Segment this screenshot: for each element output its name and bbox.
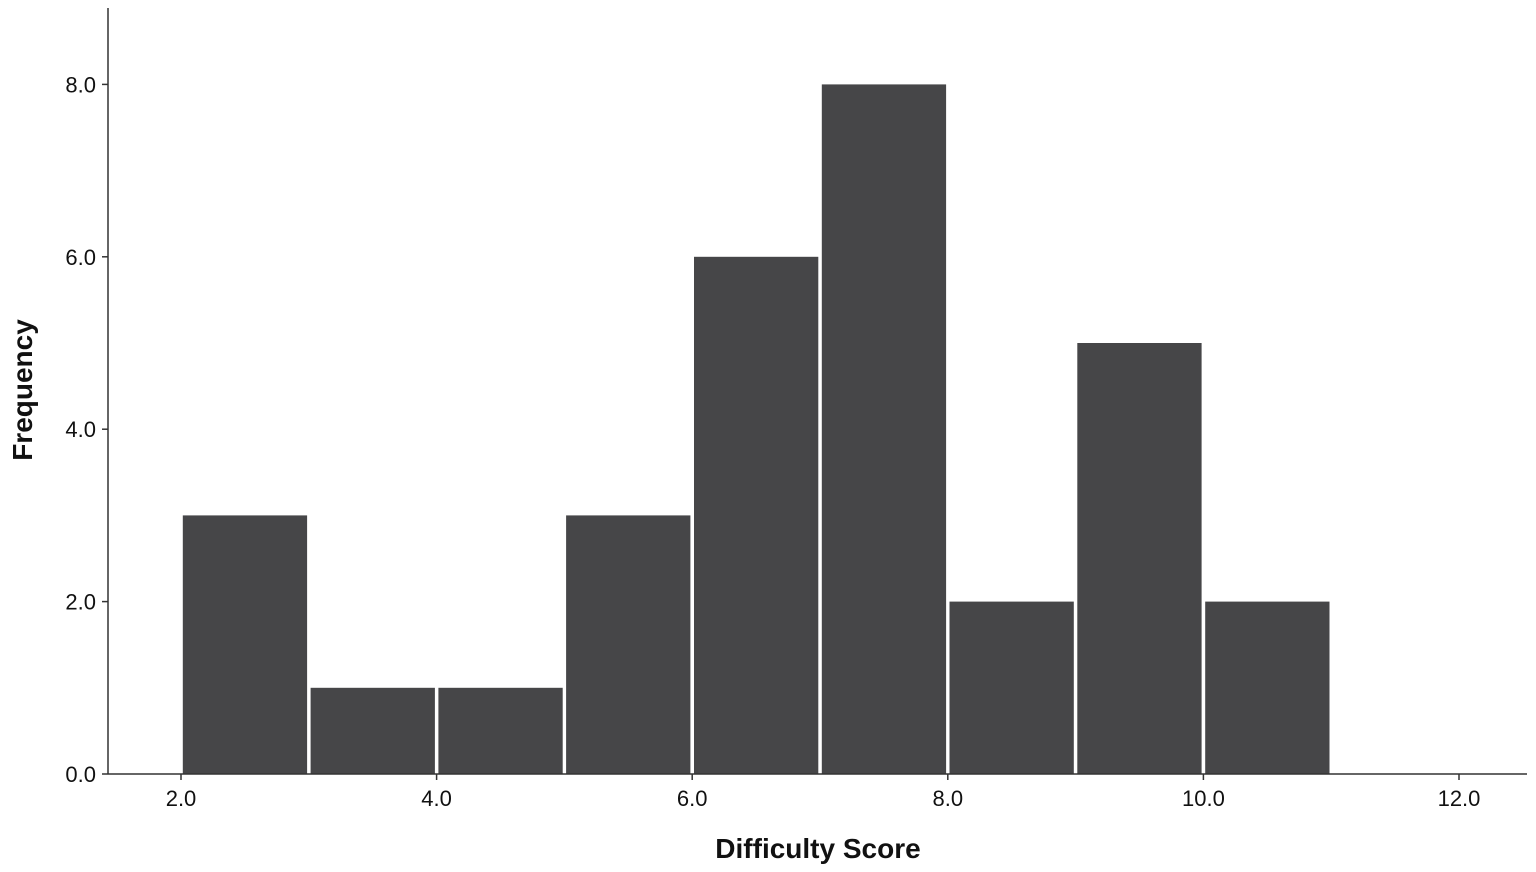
x-tick-label: 6.0 [677, 786, 708, 811]
y-tick-label: 2.0 [65, 590, 96, 615]
histogram-bar-9 [1205, 601, 1330, 774]
histogram-bar-5 [694, 256, 819, 774]
x-tick-label: 10.0 [1182, 786, 1225, 811]
y-tick-label: 0.0 [65, 762, 96, 787]
x-tick-label: 12.0 [1438, 786, 1481, 811]
histogram-bar-7 [949, 601, 1074, 774]
histogram-bar-1 [182, 515, 308, 774]
x-tick-label: 4.0 [421, 786, 452, 811]
y-tick-label: 6.0 [65, 245, 96, 270]
histogram-bar-6 [821, 84, 947, 774]
y-axis-ticks: 0.0 2.0 4.0 6.0 8.0 [65, 72, 108, 787]
histogram-bar-8 [1077, 343, 1202, 774]
histogram-bar-2 [310, 687, 435, 774]
bars-layer [182, 84, 1330, 774]
y-tick-label: 4.0 [65, 417, 96, 442]
x-axis-ticks: 2.0 4.0 6.0 8.0 10.0 12.0 [166, 774, 1481, 811]
histogram-bar-4 [566, 515, 691, 774]
y-tick-label: 8.0 [65, 72, 96, 97]
x-tick-label: 2.0 [166, 786, 197, 811]
x-tick-label: 8.0 [933, 786, 964, 811]
y-axis-title: Frequency [7, 319, 38, 461]
histogram-bar-3 [438, 687, 563, 774]
x-axis-title: Difficulty Score [715, 833, 920, 864]
